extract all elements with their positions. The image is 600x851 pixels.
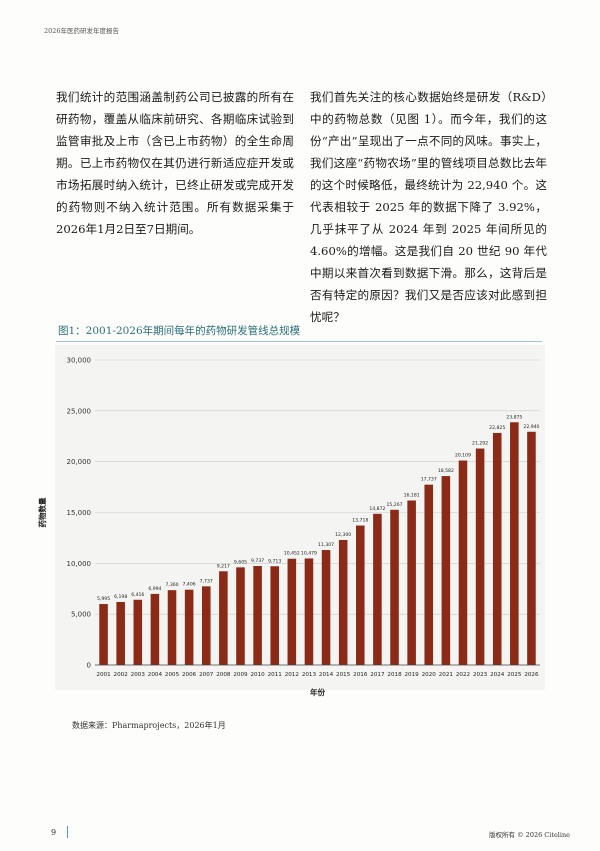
x-tick-label: 2023	[473, 672, 488, 678]
bar-value-label: 23,875	[506, 414, 522, 420]
x-tick-label: 2015	[336, 672, 351, 678]
bar	[236, 567, 245, 665]
bar-value-label: 21,292	[472, 441, 488, 447]
bar	[219, 571, 228, 665]
x-tick-label: 2013	[302, 672, 317, 678]
x-tick-label: 2026	[524, 672, 539, 678]
x-tick-label: 2007	[199, 672, 214, 678]
bar-value-label: 6,198	[114, 594, 127, 600]
bar	[373, 513, 382, 665]
bar	[458, 460, 468, 665]
bar	[338, 539, 348, 665]
figure-title: 图1：2001-2026年期间每年的药物研发管线总规模	[58, 325, 301, 337]
bar-value-label: 11,307	[318, 542, 334, 548]
y-tick-label: 20,000	[67, 458, 92, 466]
bar-value-label: 7,360	[165, 582, 178, 588]
bar-value-label: 6,416	[131, 592, 144, 598]
page-header-title: 2026年医药研发年度报告	[44, 27, 120, 35]
bar	[167, 590, 177, 665]
chart-background	[55, 345, 545, 690]
y-tick-label: 5,000	[71, 611, 91, 619]
bar-value-label: 10,452	[284, 551, 300, 557]
x-tick-label: 2009	[233, 672, 248, 678]
y-tick-label: 15,000	[67, 509, 92, 517]
bar-value-label: 15,267	[386, 502, 402, 508]
bar	[287, 558, 297, 665]
bar	[424, 484, 434, 665]
bar	[390, 509, 399, 665]
chart-container: 0 5,000 10,000 15,000 20,000 25,000 30,000 5,9…	[0, 345, 600, 705]
bar-value-label: 13,718	[352, 518, 368, 524]
bar	[304, 558, 314, 665]
bar	[492, 432, 502, 665]
bar	[133, 599, 143, 665]
bar	[527, 431, 536, 665]
y-tick-label: 0	[87, 662, 91, 670]
y-axis-label: 药物数量	[37, 497, 47, 527]
bar	[184, 589, 194, 665]
body-text-right: 我们首先关注的核心数据始终是研发（R&D）中的药物总数（见图 1）。而今年，我们…	[310, 90, 547, 324]
bar-value-label: 9,605	[234, 559, 247, 565]
bar-value-label: 9,713	[268, 558, 281, 564]
x-tick-label: 2014	[319, 672, 334, 678]
y-tick-label: 10,000	[67, 560, 92, 568]
bar	[356, 525, 365, 665]
bar-value-label: 17,737	[421, 477, 437, 483]
x-tick-label: 2010	[250, 672, 265, 678]
bar	[253, 566, 262, 665]
bar-value-label: 7,406	[183, 582, 196, 588]
bar-value-label: 7,737	[200, 578, 213, 584]
x-tick-label: 2011	[268, 672, 283, 678]
x-tick-label: 2024	[490, 672, 505, 678]
bar-value-label: 9,217	[217, 563, 230, 569]
bar	[475, 448, 485, 665]
bar-value-label: 20,109	[455, 453, 471, 459]
bar-value-label: 22,940	[523, 424, 539, 430]
bar-value-label: 10,479	[301, 550, 317, 556]
x-tick-label: 2006	[182, 672, 197, 678]
bar	[99, 604, 108, 665]
x-tick-label: 2016	[353, 672, 368, 678]
x-tick-label: 2001	[96, 672, 111, 678]
x-tick-label: 2019	[405, 672, 420, 678]
bar	[201, 586, 211, 665]
bar	[270, 566, 279, 665]
x-tick-label: 2021	[439, 672, 454, 678]
y-tick-label: 30,000	[67, 357, 92, 365]
x-tick-label: 2004	[148, 672, 163, 678]
bar-value-label: 22,825	[489, 425, 505, 431]
body-text-left: 我们统计的范围涵盖制药公司已披露的所有在研药物，覆盖从临床前研究、各期临床试验到…	[56, 90, 294, 236]
bar-chart: 0 5,000 10,000 15,000 20,000 25,000 30,000 5,9…	[37, 345, 545, 697]
x-tick-label: 2022	[456, 672, 470, 678]
page-number-divider	[67, 826, 68, 838]
bar	[407, 500, 416, 665]
x-tick-label: 2002	[114, 672, 128, 678]
x-tick-label: 2003	[131, 672, 146, 678]
bar	[510, 422, 519, 665]
data-source-note: 数据来源：Pharmaprojects，2026年1月	[72, 721, 226, 730]
bar-value-label: 6,994	[148, 586, 161, 592]
x-tick-label: 2017	[370, 672, 385, 678]
x-tick-label: 2008	[216, 672, 231, 678]
x-tick-label: 2020	[422, 672, 437, 678]
bar-value-label: 9,737	[251, 558, 264, 564]
x-tick-label: 2012	[285, 672, 299, 678]
bar	[116, 601, 125, 665]
x-axis-label: 年份	[310, 687, 325, 697]
figure-divider	[56, 341, 542, 342]
bar-value-label: 14,872	[369, 506, 385, 512]
bar	[441, 476, 451, 665]
copyright-notice: 版权所有 © 2026 Citeline	[489, 831, 570, 839]
bar-value-label: 18,582	[438, 468, 454, 474]
y-tick-label: 25,000	[67, 407, 92, 415]
x-tick-label: 2018	[387, 672, 402, 678]
x-tick-label: 2005	[165, 672, 180, 678]
bar-value-label: 12,300	[335, 532, 351, 538]
bar-value-label: 16,181	[404, 492, 420, 498]
page-number: 9	[51, 828, 57, 837]
bar	[321, 550, 331, 665]
bar	[150, 593, 160, 665]
x-tick-label: 2025	[507, 672, 522, 678]
bar-value-label: 5,995	[97, 596, 110, 602]
